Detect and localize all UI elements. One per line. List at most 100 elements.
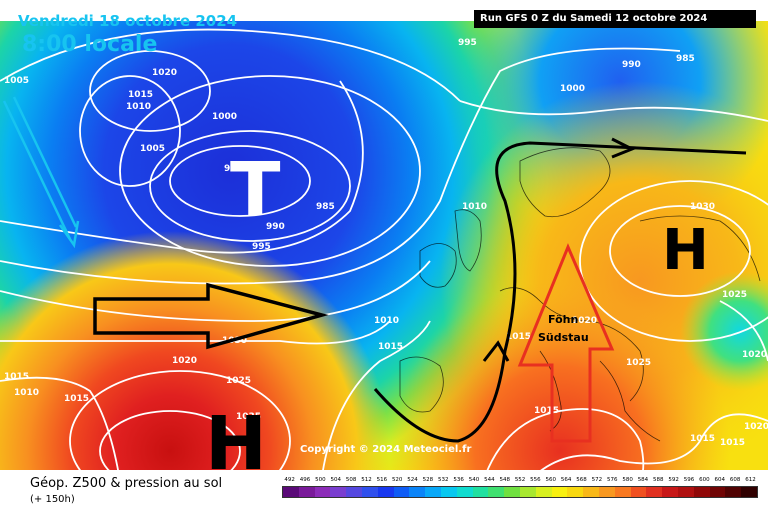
suedstau-label: Südstau — [538, 331, 589, 344]
scale-label: 556 — [530, 477, 541, 483]
isobar-label: 1015 — [720, 438, 745, 448]
isobar-label: 995 — [252, 242, 271, 252]
scale-label: 540 — [468, 477, 480, 483]
scale-swatch — [377, 487, 394, 497]
isobar-label: 1000 — [212, 112, 237, 122]
scale-swatch — [583, 487, 599, 497]
scale-swatch — [472, 487, 489, 497]
scale-label: 504 — [330, 477, 342, 483]
isobar-label: 1020 — [172, 356, 197, 366]
scale-swatch — [614, 487, 631, 497]
scale-swatch — [440, 487, 457, 497]
jet-stream-line — [373, 141, 747, 443]
isobar-label: 1010 — [126, 102, 151, 112]
foehn-label: Föhn — [548, 313, 578, 326]
scale-swatch — [346, 487, 362, 497]
scale-label: 612 — [745, 477, 756, 483]
scale-swatch — [409, 487, 426, 497]
scale-label: 564 — [560, 477, 572, 483]
high-pressure-symbol-europe: H — [662, 218, 709, 283]
southerly-flow-arrow — [517, 243, 615, 443]
isobar-label: 1025 — [626, 358, 651, 368]
scale-label: 588 — [653, 477, 664, 483]
scale-swatch — [425, 487, 441, 497]
isobars — [0, 28, 768, 512]
scale-label: 592 — [668, 477, 679, 483]
legend-panel: Géop. Z500 & pression au sol (+ 150h) 49… — [0, 470, 768, 512]
scale-swatch — [551, 487, 568, 497]
isobar-label: 1020 — [152, 68, 177, 78]
scale-swatch — [283, 487, 299, 497]
scale-label: 596 — [683, 477, 695, 483]
scale-swatch — [741, 487, 757, 497]
legend-title: Géop. Z500 & pression au sol — [30, 476, 223, 491]
forecast-time: 8:00 locale — [22, 32, 158, 57]
isobar-label: 1025 — [722, 290, 747, 300]
scale-swatch — [693, 487, 710, 497]
scale-label: 496 — [299, 477, 311, 483]
cold-air-arrow — [2, 96, 80, 249]
scale-label: 492 — [284, 477, 295, 483]
isobar-label: 1020 — [572, 316, 597, 326]
scale-label: 560 — [545, 477, 557, 483]
scale-label: 608 — [729, 477, 741, 483]
scale-swatch — [314, 487, 331, 497]
scale-swatch — [330, 487, 347, 497]
legend-subtitle: (+ 150h) — [30, 494, 75, 505]
scale-swatch — [535, 487, 552, 497]
low-pressure-symbol: T — [230, 147, 281, 233]
scale-swatch — [519, 487, 536, 497]
scale-label: 500 — [315, 477, 326, 483]
copyright-text: Copyright © 2024 Meteociel.fr — [300, 444, 472, 455]
scale-swatch — [361, 487, 378, 497]
isobar-label: 1015 — [690, 434, 715, 444]
scale-swatch — [646, 487, 663, 497]
isobar-label: 1035 — [236, 412, 261, 422]
scale-label: 600 — [699, 477, 710, 483]
scale-label: 516 — [376, 477, 388, 483]
scale-swatch — [630, 487, 647, 497]
scale-label: 512 — [361, 477, 372, 483]
isobar-label: 1010 — [14, 388, 39, 398]
isobar-label: 1015 — [4, 372, 29, 382]
isobar-label: 1015 — [506, 332, 531, 342]
isobar-label: 990 — [266, 222, 285, 232]
isobar-label: 1030 — [690, 202, 715, 212]
isobar-label: 985 — [224, 164, 243, 174]
isobar-label: 1015 — [378, 342, 403, 352]
scale-labels: 492 496 500 504 508 512 516 520 524 528 532 536 540 5… — [282, 477, 758, 483]
scale-swatch — [488, 487, 505, 497]
scale-swatch — [298, 487, 315, 497]
scale-swatch — [677, 487, 694, 497]
scale-label: 520 — [391, 477, 403, 483]
scale-swatch — [709, 487, 726, 497]
scale-label: 532 — [438, 477, 449, 483]
scale-label: 568 — [576, 477, 587, 483]
isobar-label: 1020 — [744, 422, 768, 432]
isobar-label: 985 — [316, 202, 335, 212]
isobar-label: 1015 — [534, 406, 559, 416]
isobar-label: 1010 — [462, 202, 487, 212]
scale-label: 536 — [453, 477, 464, 483]
isobar-label: 1015 — [128, 90, 153, 100]
scale-label: 572 — [591, 477, 603, 483]
scale-label: 584 — [637, 477, 649, 483]
isobar-label: 990 — [622, 60, 641, 70]
jet-arrowhead — [611, 137, 636, 159]
scale-label: 576 — [606, 477, 618, 483]
color-scale: 492 496 500 504 508 512 516 520 524 528 532 536 540 5… — [282, 477, 758, 498]
forecast-date: Vendredi 18 octobre 2024 — [18, 12, 238, 30]
isobar-label: 1005 — [4, 76, 29, 86]
scale-swatch — [567, 487, 584, 497]
isobar-label: 1020 — [742, 350, 767, 360]
isobar-label: 1005 — [140, 144, 165, 154]
isobar-label: 1010 — [374, 316, 399, 326]
scale-bar — [282, 486, 758, 498]
scale-swatch — [725, 487, 742, 497]
isobar-label: 1000 — [560, 84, 585, 94]
scale-label: 548 — [499, 477, 510, 483]
jet-arrowhead-lower — [482, 340, 510, 362]
scale-swatch — [662, 487, 678, 497]
scale-label: 552 — [514, 477, 526, 483]
